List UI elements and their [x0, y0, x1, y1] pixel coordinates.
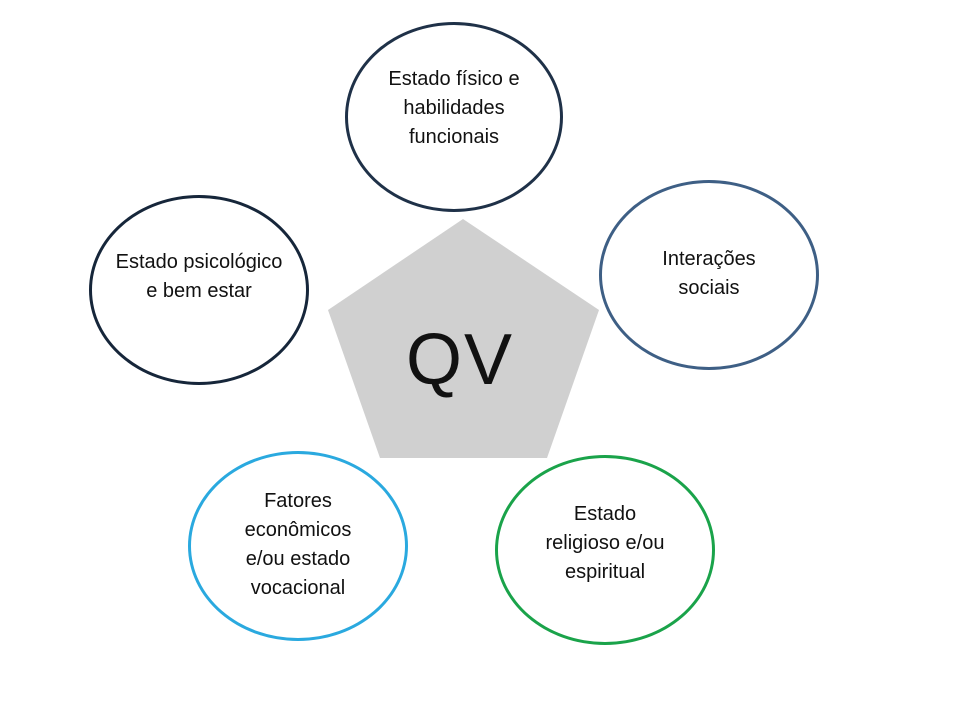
node-physical-state-label: Estado físico e habilidades funcionais — [388, 67, 520, 148]
node-economic-factors: Fatores econômicos e/ou estado vocaciona… — [188, 451, 408, 641]
center-pentagon — [328, 219, 599, 458]
node-physical-state: Estado físico e habilidades funcionais — [345, 22, 563, 212]
node-religious-state-label: Estado religioso e/ou espiritual — [545, 502, 665, 583]
node-psychological-state-label: Estado psicológico e bem estar — [115, 251, 283, 302]
node-social-interactions: Interações sociais — [599, 180, 819, 370]
node-religious-state: Estado religioso e/ou espiritual — [495, 455, 715, 645]
node-social-interactions-label: Interações sociais — [662, 248, 756, 299]
node-economic-factors-label: Fatores econômicos e/ou estado vocaciona… — [244, 490, 352, 599]
center-label: QV — [405, 320, 515, 400]
node-psychological-state: Estado psicológico e bem estar — [89, 195, 309, 385]
